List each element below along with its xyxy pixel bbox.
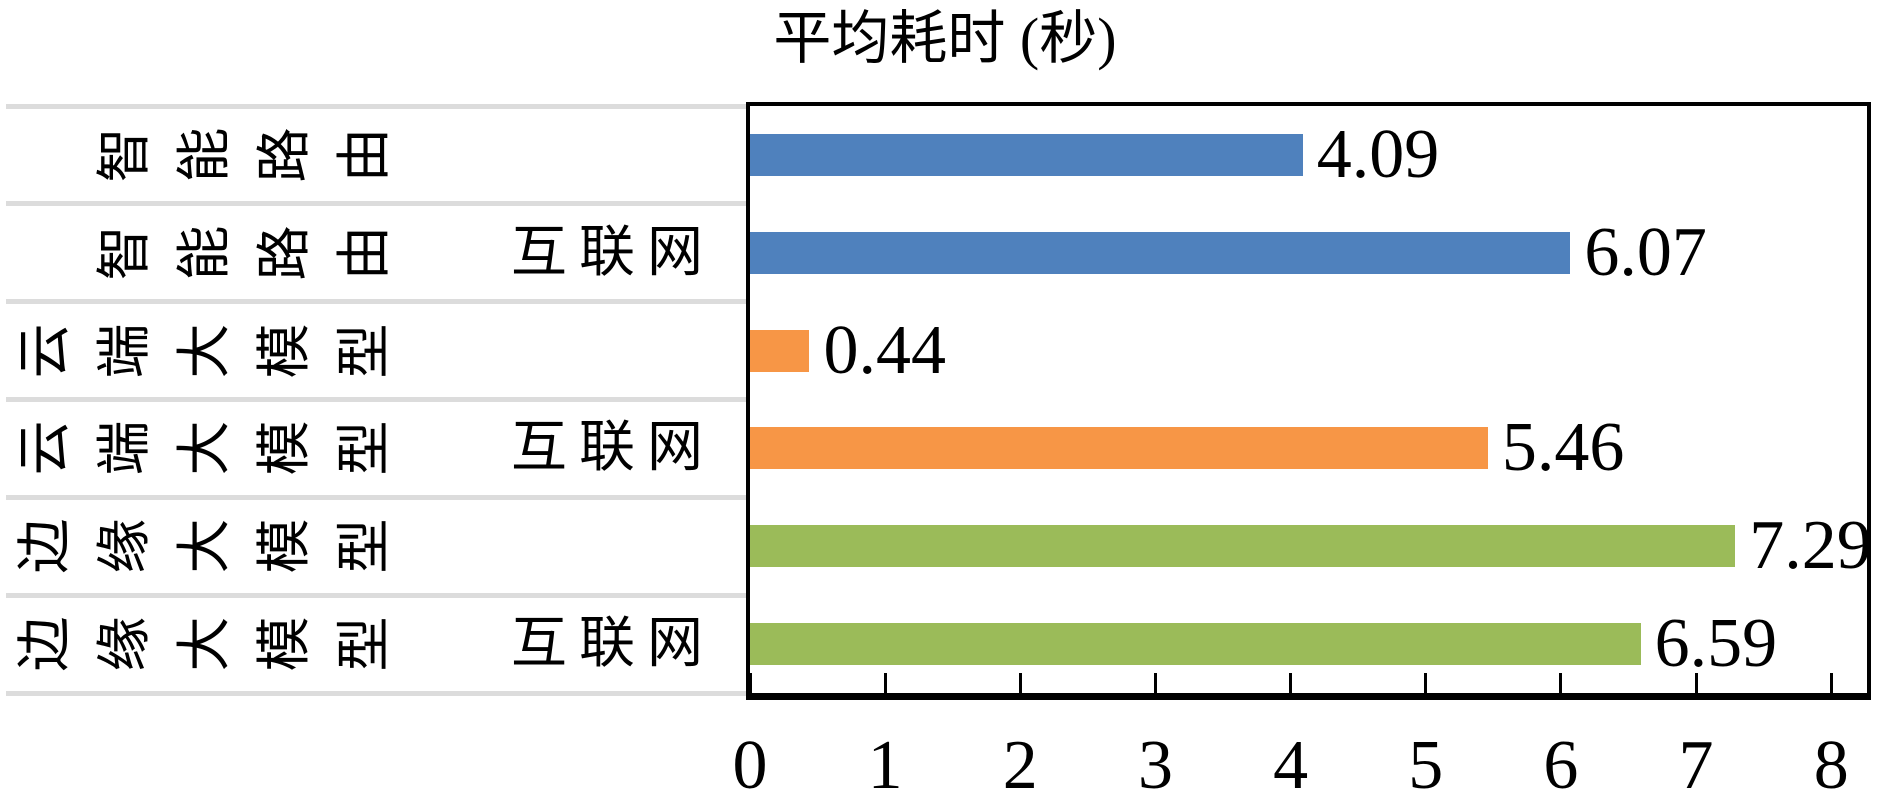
bar xyxy=(750,133,1303,176)
grid-line xyxy=(6,299,748,305)
category-rotated-char: 型 xyxy=(334,518,395,574)
category-rotated-char: 缘 xyxy=(94,518,155,574)
category-rotated-char: 端 xyxy=(94,323,155,379)
category-rotated-char: 云 xyxy=(14,323,75,379)
grid-line xyxy=(6,103,748,109)
category-rotated-char: 型 xyxy=(334,616,395,672)
category-rotated-char: 智 xyxy=(94,127,155,183)
x-tick-label: 2 xyxy=(1002,727,1038,804)
category-rotated-char: 模 xyxy=(254,616,315,672)
x-tick-mark xyxy=(1289,673,1293,693)
x-tick-mark xyxy=(1018,673,1022,693)
x-tick-label: 3 xyxy=(1137,727,1173,804)
category-rotated-char: 边 xyxy=(14,518,75,574)
x-tick-mark xyxy=(883,673,887,693)
category-rotated-char: 型 xyxy=(334,420,395,476)
chart-title: 平均耗时 (秒) xyxy=(773,6,1117,71)
bar xyxy=(750,525,1736,568)
x-tick-mark xyxy=(1694,673,1698,693)
bar xyxy=(750,329,810,372)
category-rotated-char: 大 xyxy=(174,616,235,672)
x-tick-label: 7 xyxy=(1678,727,1714,804)
x-tick-label: 0 xyxy=(732,727,768,804)
grid-line xyxy=(6,494,748,500)
x-tick-mark xyxy=(1153,673,1157,693)
bar-value-label: 4.09 xyxy=(1316,115,1440,193)
x-tick-label: 6 xyxy=(1543,727,1579,804)
network-label: 互联网 xyxy=(511,417,715,480)
network-label: 互联网 xyxy=(511,613,715,676)
category-rotated-char: 端 xyxy=(94,420,155,476)
x-tick-mark xyxy=(748,673,752,693)
bar-value-label: 5.46 xyxy=(1501,409,1625,487)
bar-value-label: 6.07 xyxy=(1584,213,1707,291)
category-rotated-char: 路 xyxy=(254,127,315,183)
x-tick-label: 1 xyxy=(867,727,903,804)
category-rotated-char: 大 xyxy=(174,420,235,476)
grid-line xyxy=(6,397,748,402)
category-rotated-char: 边 xyxy=(14,616,75,672)
grid-line xyxy=(6,201,748,207)
category-rotated-char: 模 xyxy=(254,420,315,476)
x-tick-label: 5 xyxy=(1408,727,1444,804)
network-label: 互联网 xyxy=(511,221,715,284)
bar-value-label: 7.29 xyxy=(1749,507,1872,585)
x-tick-label: 8 xyxy=(1813,727,1849,804)
category-rotated-char: 由 xyxy=(334,225,395,281)
category-rotated-char: 缘 xyxy=(94,616,155,672)
bar xyxy=(750,427,1488,470)
category-rotated-char: 能 xyxy=(174,127,235,183)
x-tick-mark xyxy=(1424,673,1428,693)
category-rotated-char: 大 xyxy=(174,518,235,574)
grid-line xyxy=(6,690,748,696)
plot-area: 4.09 6.07 0.44 5.46 7.29 6.59 xyxy=(746,102,1872,700)
x-tick-mark xyxy=(1829,673,1833,693)
bar-value-label: 6.59 xyxy=(1654,605,1778,683)
x-tick-mark xyxy=(1559,673,1563,693)
bar xyxy=(750,623,1641,666)
bar-value-label: 0.44 xyxy=(823,311,946,389)
category-rotated-char: 模 xyxy=(254,518,315,574)
category-rotated-char: 路 xyxy=(254,225,315,281)
category-rotated-char: 型 xyxy=(334,323,395,379)
category-rotated-char: 云 xyxy=(14,420,75,476)
category-rotated-char: 大 xyxy=(174,323,235,379)
category-rotated-char: 能 xyxy=(174,225,235,281)
category-rotated-char: 由 xyxy=(334,127,395,183)
category-rotated-char: 模 xyxy=(254,323,315,379)
bar xyxy=(750,231,1571,274)
category-rotated-char: 智 xyxy=(94,225,155,281)
grid-line xyxy=(6,592,748,598)
x-tick-label: 4 xyxy=(1273,727,1309,804)
